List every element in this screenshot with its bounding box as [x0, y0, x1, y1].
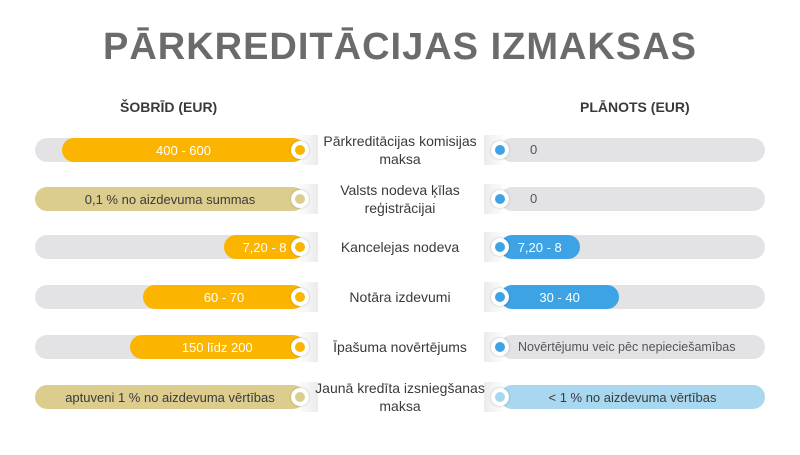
current-bar-track: 150 līdz 200 [35, 335, 305, 359]
cost-label: Valsts nodeva ķīlas reģistrācijai [340, 182, 460, 216]
planned-bar-track: Novērtējumu veic pēc nepieciešamības [500, 335, 765, 359]
current-bar-track: aptuveni 1 % no aizdevuma vērtības [35, 385, 305, 409]
planned-bar-track: 0 [500, 138, 765, 162]
planned-value: 0 [530, 142, 538, 157]
current-marker-dot [291, 190, 309, 208]
cost-row: 400 - 600 Pārkreditācijas komisijas maksa… [0, 133, 800, 167]
cost-label: Kancelejas nodeva [340, 239, 460, 255]
current-bar: 400 - 600 [62, 138, 305, 162]
planned-bar: 30 - 40 [500, 285, 620, 309]
cost-label: Īpašuma novērtējums [333, 339, 467, 355]
current-value: 0,1 % no aizdevuma summas [84, 191, 256, 207]
current-marker-dot [291, 388, 309, 406]
current-bar: 0,1 % no aizdevuma summas [35, 187, 305, 211]
planned-column-header: PLĀNOTS (EUR) [580, 99, 690, 115]
current-value: 7,20 - 8 [242, 239, 287, 255]
current-bar-track: 60 - 70 [35, 285, 305, 309]
current-value: aptuveni 1 % no aizdevuma vērtības [65, 389, 275, 405]
planned-value: 7,20 - 8 [517, 239, 562, 255]
planned-bar-track: < 1 % no aizdevuma vērtības [500, 385, 765, 409]
current-marker-dot [291, 338, 309, 356]
current-value: 400 - 600 [156, 142, 211, 158]
planned-marker-dot [491, 190, 509, 208]
current-bar-track: 400 - 600 [35, 138, 305, 162]
planned-value: < 1 % no aizdevuma vērtības [548, 389, 717, 405]
cost-row: 7,20 - 8 Kancelejas nodeva 7,20 - 8 [0, 232, 800, 262]
planned-value: 30 - 40 [539, 289, 580, 305]
current-bar: 60 - 70 [143, 285, 305, 309]
current-bar: aptuveni 1 % no aizdevuma vērtības [35, 385, 305, 409]
planned-marker-dot [491, 238, 509, 256]
current-column-header: ŠOBRĪD (EUR) [120, 99, 218, 115]
planned-marker-dot [491, 388, 509, 406]
current-bar-track: 7,20 - 8 [35, 235, 305, 259]
current-value: 60 - 70 [203, 289, 245, 305]
cost-label: Pārkreditācijas komisijas maksa [323, 133, 477, 167]
cost-row: 150 līdz 200 Īpašuma novērtējums Novērtēju… [0, 332, 800, 362]
planned-marker-dot [491, 288, 509, 306]
current-marker-dot [291, 141, 309, 159]
current-value: 150 līdz 200 [181, 339, 253, 355]
planned-value: 0 [530, 191, 538, 206]
planned-bar: < 1 % no aizdevuma vērtības [500, 385, 765, 409]
cost-row: 60 - 70 Notāra izdevumi 30 - 40 [0, 282, 800, 312]
current-marker-dot [291, 288, 309, 306]
cost-row: aptuveni 1 % no aizdevuma vērtības Jaunā … [0, 380, 800, 414]
planned-bar-track: 7,20 - 8 [500, 235, 765, 259]
chart-title: PĀRKREDITĀCIJAS IZMAKSAS [102, 26, 698, 68]
cost-label: Notāra izdevumi [349, 289, 451, 305]
planned-marker-dot [491, 141, 509, 159]
planned-bar-track: 30 - 40 [500, 285, 765, 309]
current-bar-track: 0,1 % no aizdevuma summas [35, 187, 305, 211]
planned-marker-dot [491, 338, 509, 356]
planned-bar-track: 0 [500, 187, 765, 211]
current-marker-dot [291, 238, 309, 256]
planned-value: Novērtējumu veic pēc nepieciešamības [518, 340, 736, 354]
cost-label: Jaunā kredīta izsniegšanas maksa [315, 380, 485, 414]
current-bar: 150 līdz 200 [129, 335, 305, 359]
cost-row: 0,1 % no aizdevuma summas Valsts nodeva ķ… [0, 182, 800, 216]
planned-bar: 7,20 - 8 [500, 235, 580, 259]
